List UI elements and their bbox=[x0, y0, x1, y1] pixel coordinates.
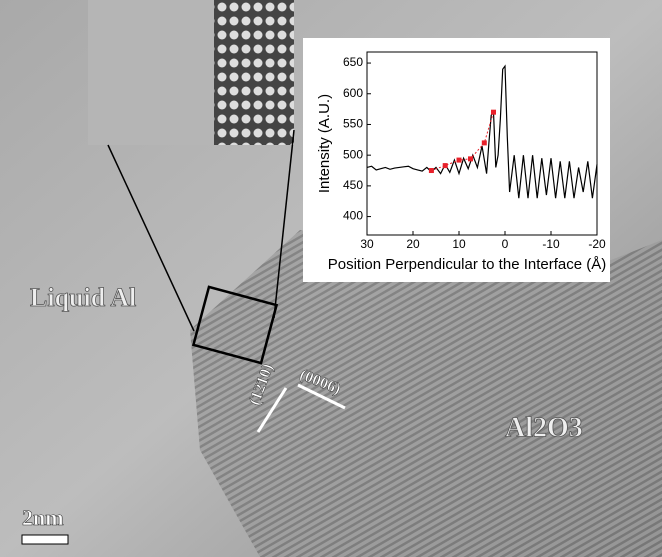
x-tick-label: 20 bbox=[406, 237, 420, 251]
x-axis-label: Position Perpendicular to the Interface … bbox=[328, 256, 606, 273]
zoom-line bbox=[273, 129, 295, 319]
plane-marker bbox=[256, 387, 288, 433]
crystal-region bbox=[190, 230, 662, 557]
data-point bbox=[491, 109, 496, 115]
scale-label: 2nm bbox=[22, 505, 64, 530]
y-tick-label: 450 bbox=[343, 178, 363, 192]
plot-frame bbox=[366, 51, 598, 236]
label-liquid: Liquid Al bbox=[30, 283, 136, 312]
data-point bbox=[468, 156, 473, 162]
x-tick-label: 10 bbox=[452, 237, 466, 251]
data-point bbox=[428, 168, 434, 174]
y-tick-label: 650 bbox=[343, 55, 363, 69]
x-tick-label: 30 bbox=[360, 237, 374, 251]
data-point bbox=[456, 157, 462, 163]
intensity-line bbox=[366, 64, 598, 199]
label-oxide: Al2O3 bbox=[505, 412, 583, 443]
data-point bbox=[442, 163, 448, 169]
y-tick-label: 550 bbox=[343, 117, 363, 131]
zoom-line bbox=[107, 144, 195, 332]
x-tick-label: -10 bbox=[542, 237, 560, 251]
y-tick-label: 500 bbox=[343, 147, 363, 161]
y-tick-label: 600 bbox=[343, 86, 363, 100]
y-tick-label: 400 bbox=[343, 209, 363, 223]
data-point bbox=[481, 140, 487, 146]
scale-bar bbox=[21, 534, 69, 545]
x-tick-label: -20 bbox=[588, 237, 606, 251]
y-axis-label: Intensity (A.U.) bbox=[316, 94, 333, 193]
zoom-box bbox=[191, 285, 279, 365]
x-tick-label: 0 bbox=[502, 237, 509, 251]
plane-marker bbox=[297, 383, 346, 410]
chart: 400 450 500 550 600 650 30 20 10 0 -10 -20 Position … bbox=[316, 51, 606, 273]
lattice-detail bbox=[214, 0, 294, 145]
